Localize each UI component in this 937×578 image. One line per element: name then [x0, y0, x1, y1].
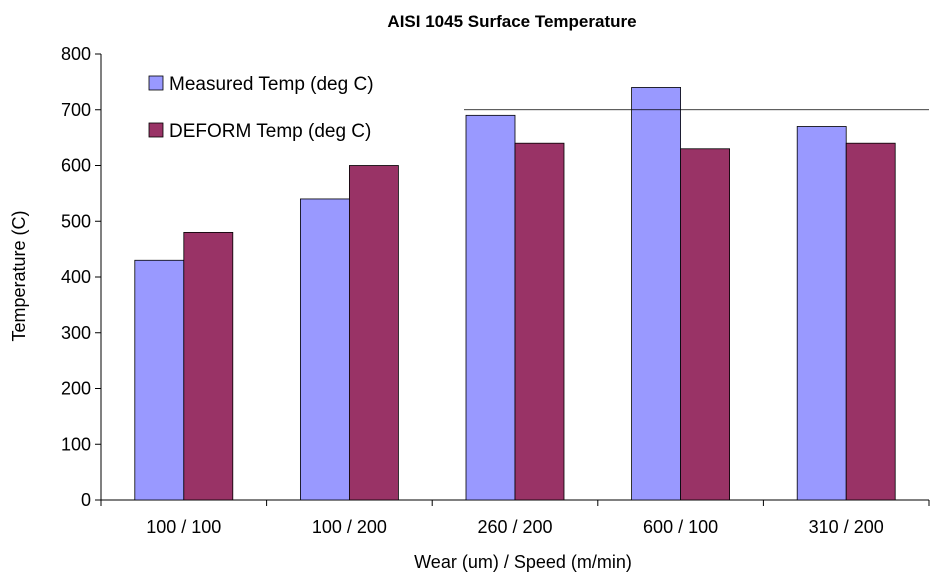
y-tick-label: 100 — [61, 434, 91, 454]
bar-measured — [631, 87, 681, 501]
bar-deform — [183, 231, 234, 501]
legend-swatch — [148, 122, 164, 138]
legend-swatch — [148, 75, 164, 91]
y-tick-label: 200 — [61, 379, 91, 399]
legend: Measured Temp (deg C) DEFORM Temp (deg C) — [148, 74, 374, 142]
bar-measured — [796, 126, 847, 501]
bar-deform — [680, 148, 730, 501]
y-tick-label: 300 — [61, 323, 91, 343]
bar-measured — [299, 198, 350, 501]
x-tick-label: 260 / 200 — [477, 517, 552, 537]
plot-area — [134, 87, 929, 501]
y-tick-label: 0 — [81, 490, 91, 510]
y-tick-label: 600 — [61, 156, 91, 176]
x-tick-label: 100 / 100 — [146, 517, 221, 537]
y-tick-label: 500 — [61, 211, 91, 231]
bar-deform — [348, 165, 399, 501]
y-tick-label: 800 — [61, 44, 91, 64]
y-tick-label: 400 — [61, 267, 91, 287]
bar-measured — [134, 259, 185, 501]
x-tick-label: 600 / 100 — [643, 517, 718, 537]
x-tick-label: 310 / 200 — [809, 517, 884, 537]
bar-deform — [514, 142, 565, 501]
legend-label: DEFORM Temp (deg C) — [169, 121, 371, 142]
x-axis-label: Wear (um) / Speed (m/min) — [414, 552, 632, 572]
x-tick-label: 100 / 200 — [312, 517, 387, 537]
bar-deform — [845, 142, 896, 501]
chart-title: AISI 1045 Surface Temperature — [387, 12, 636, 31]
y-tick-label: 700 — [61, 100, 91, 120]
y-axis: 0 100 200 300 400 500 600 700 800 — [61, 44, 102, 510]
x-axis: 100 / 100 100 / 200 260 / 200 600 / 100 310 … — [100, 499, 930, 537]
bar-measured — [465, 114, 516, 501]
legend-label: Measured Temp (deg C) — [169, 74, 374, 95]
y-axis-label: Temperature (C) — [9, 210, 29, 341]
